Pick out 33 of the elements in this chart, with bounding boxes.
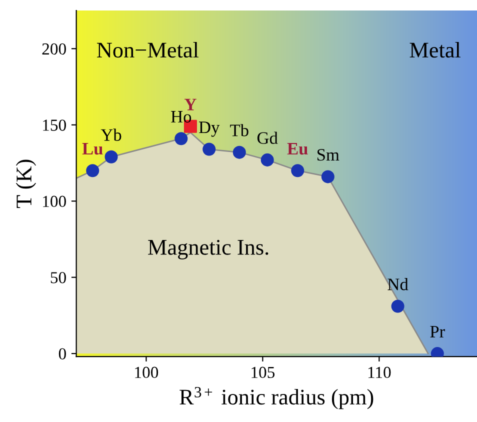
point [202,142,216,156]
point [391,300,404,313]
point [321,170,334,184]
y-tick-label: 0 [58,348,66,360]
point [86,164,100,178]
point [232,146,246,159]
data-label: Nd [388,278,408,290]
data-label: Ho [171,111,192,123]
point [174,132,188,146]
y-tick-label: 150 [43,120,66,131]
data-label: Tb [230,124,248,136]
annotation: Non−Metal [96,42,199,58]
data-label: Lu [82,143,103,155]
y-tick-label: 50 [50,272,66,284]
x-axis-title: R$^{3+}$ ionic radius (pm) [180,386,374,410]
data-label: Yb [100,128,122,141]
y-tick-label: 200 [42,43,66,55]
y-tick-label: 100 [43,196,66,208]
point [260,153,274,166]
x-tick-label: 105 [252,366,275,378]
data-label: Pr [430,326,445,338]
point [291,164,304,178]
data-label: Y [184,98,196,110]
data-label: Sm [317,149,340,161]
data-label: Eu [287,143,308,155]
annotation: Metal [410,42,461,58]
data-label: Gd [257,132,278,144]
x-tick-label: 100 [135,366,158,378]
annotation: Magnetic Ins. [148,240,268,260]
data-label: Dy [198,122,220,137]
point [104,150,118,164]
y-axis-title: T (K) [16,160,36,208]
x-tick-label: 110 [368,366,391,378]
